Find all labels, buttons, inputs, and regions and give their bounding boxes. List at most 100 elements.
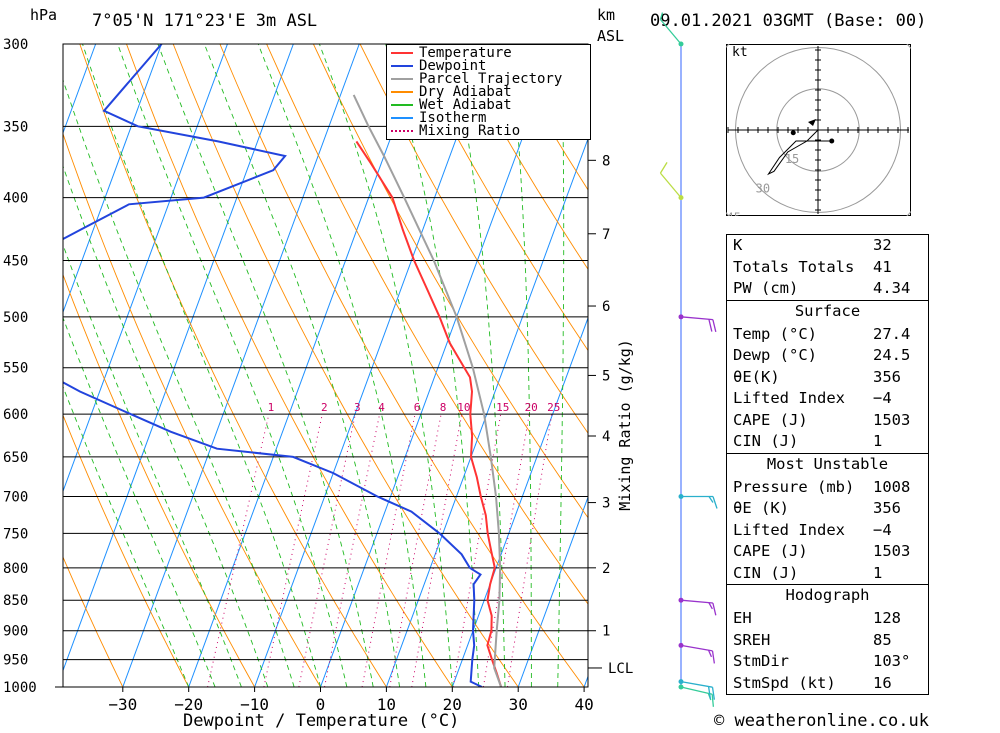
legend-swatch xyxy=(391,91,413,93)
legend-label: Wet Adiabat xyxy=(419,97,512,113)
index-value: 1 xyxy=(873,563,883,582)
index-label: CAPE (J) xyxy=(733,410,808,429)
mixing-ratio-label: 6 xyxy=(414,401,421,414)
index-row: Pressure (mb) 1008 xyxy=(727,477,928,499)
wind-barb-flag xyxy=(659,162,668,174)
index-label: Temp (°C) xyxy=(733,324,817,343)
legend-item: Mixing Ratio xyxy=(391,124,520,138)
wind-barb-flag xyxy=(708,496,714,503)
mixing-ratio-label: 8 xyxy=(440,401,447,414)
index-label: Dewp (°C) xyxy=(733,346,817,364)
index-row: CAPE (J) 1503 xyxy=(727,410,928,432)
wind-barb xyxy=(678,642,716,664)
legend-swatch xyxy=(391,52,413,54)
legend-item: Dry Adiabat xyxy=(391,84,512,100)
index-value: 1 xyxy=(873,432,883,450)
dry-adiabat-line xyxy=(453,44,588,271)
index-value: 356 xyxy=(873,499,901,517)
index-value: 4.34 xyxy=(873,279,911,297)
wet-adiabat-line xyxy=(318,44,453,687)
wind-barb-staff xyxy=(680,316,713,321)
isotherm-line xyxy=(188,44,426,687)
km-tick-label: 1 xyxy=(602,624,610,640)
legend-label: Dry Adiabat xyxy=(419,84,512,100)
index-row: K 32 xyxy=(727,235,928,257)
plot-frame xyxy=(62,43,589,688)
index-label: CIN (J) xyxy=(733,563,799,582)
mixing-ratio-label: 10 xyxy=(457,401,470,414)
index-label: EH xyxy=(733,609,752,627)
mixing-ratio-label: 3 xyxy=(354,401,361,414)
wind-barb-flag xyxy=(711,694,715,707)
index-value: −4 xyxy=(873,389,892,407)
pressure-tick-label: 850 xyxy=(3,593,28,609)
km-tick-label: 8 xyxy=(602,153,610,169)
wind-barb-staff xyxy=(659,172,682,199)
dry-adiabat-line xyxy=(219,44,585,687)
storm-motion-dot xyxy=(829,138,835,144)
dry-adiabat-line xyxy=(172,44,519,687)
mixing-ratio-line xyxy=(207,414,270,687)
wet-adiabat-line xyxy=(63,385,190,687)
index-row: StmDir 103° xyxy=(727,651,928,673)
dry-adiabat-line xyxy=(63,132,321,687)
wet-adiabat-line xyxy=(82,44,321,687)
index-row: EH 128 xyxy=(727,608,928,630)
credit-link[interactable]: © weatheronline.co.uk xyxy=(714,711,929,731)
legend-item: Parcel Trajectory xyxy=(391,72,562,86)
dry-adiabat-line xyxy=(406,44,588,352)
wind-barb xyxy=(659,12,684,47)
wind-barb-staff xyxy=(680,680,713,688)
wet-adiabat-line xyxy=(117,44,348,687)
isotherm-line xyxy=(517,495,588,687)
mixing-ratio-label: 4 xyxy=(378,401,385,414)
hodograph-panel: 15 30 45 xyxy=(726,44,911,216)
pressure-tick-label: 550 xyxy=(3,361,28,377)
isotherm-line xyxy=(122,44,360,687)
index-value: −4 xyxy=(873,520,892,539)
pressure-tick-label: 450 xyxy=(3,254,28,270)
index-label: Lifted Index xyxy=(733,389,845,407)
lcl-label: LCL xyxy=(608,661,633,677)
index-row: PW (cm) 4.34 xyxy=(727,278,928,300)
hodograph-unit-label: kt xyxy=(732,45,748,60)
km-tick-label: 5 xyxy=(602,368,610,384)
index-value: 103° xyxy=(873,652,911,670)
isotherm-line xyxy=(63,44,294,672)
isotherm-line xyxy=(63,44,228,493)
pressure-tick-label: 500 xyxy=(3,310,28,326)
legend-item: Wet Adiabat xyxy=(391,97,512,113)
index-label: StmDir xyxy=(733,652,789,670)
wet-adiabat-line xyxy=(63,243,242,687)
mixing-ratio-label: 15 xyxy=(496,401,509,414)
datetime-title: 09.01.2021 03GMT (Base: 00) xyxy=(650,11,927,31)
wind-barb xyxy=(678,597,717,616)
pressure-tick-label: 1000 xyxy=(3,680,37,696)
wind-barb-staff xyxy=(659,19,682,45)
wind-barb xyxy=(678,494,718,509)
legend-swatch xyxy=(391,65,413,67)
wet-adiabat-line xyxy=(385,44,480,687)
wind-barb-flag xyxy=(708,602,713,610)
index-row: Lifted Index −4 xyxy=(727,520,928,542)
pressure-unit-label: hPa xyxy=(30,6,58,24)
wind-barb-flag xyxy=(659,12,664,20)
index-label: Pressure (mb) xyxy=(733,477,855,496)
x-tick-label: −30 xyxy=(108,695,137,714)
km-tick-label: 2 xyxy=(602,561,610,577)
index-row: SREH 85 xyxy=(727,630,928,652)
mixing-ratio-line xyxy=(298,414,356,687)
legend-label: Isotherm xyxy=(419,110,487,126)
wind-barb-staff xyxy=(680,686,713,695)
wet-adiabat-line xyxy=(63,316,216,687)
index-row: Lifted Index −4 xyxy=(727,388,928,410)
indices-table: K 32 Totals Totals 41 PW (cm) 4.34 Surface Te… xyxy=(726,234,929,695)
index-label: CAPE (J) xyxy=(733,542,808,560)
dry-adiabat-line xyxy=(967,44,1000,687)
mixing-ratio-line xyxy=(389,414,442,687)
most-unstable-section-title: Most Unstable xyxy=(727,452,928,477)
isotherm-line xyxy=(320,44,558,687)
wind-barb-flag xyxy=(707,649,713,658)
index-label: θE (K) xyxy=(733,499,789,517)
mixing-ratio-axis-label: Mixing Ratio (g/kg) xyxy=(616,339,634,511)
